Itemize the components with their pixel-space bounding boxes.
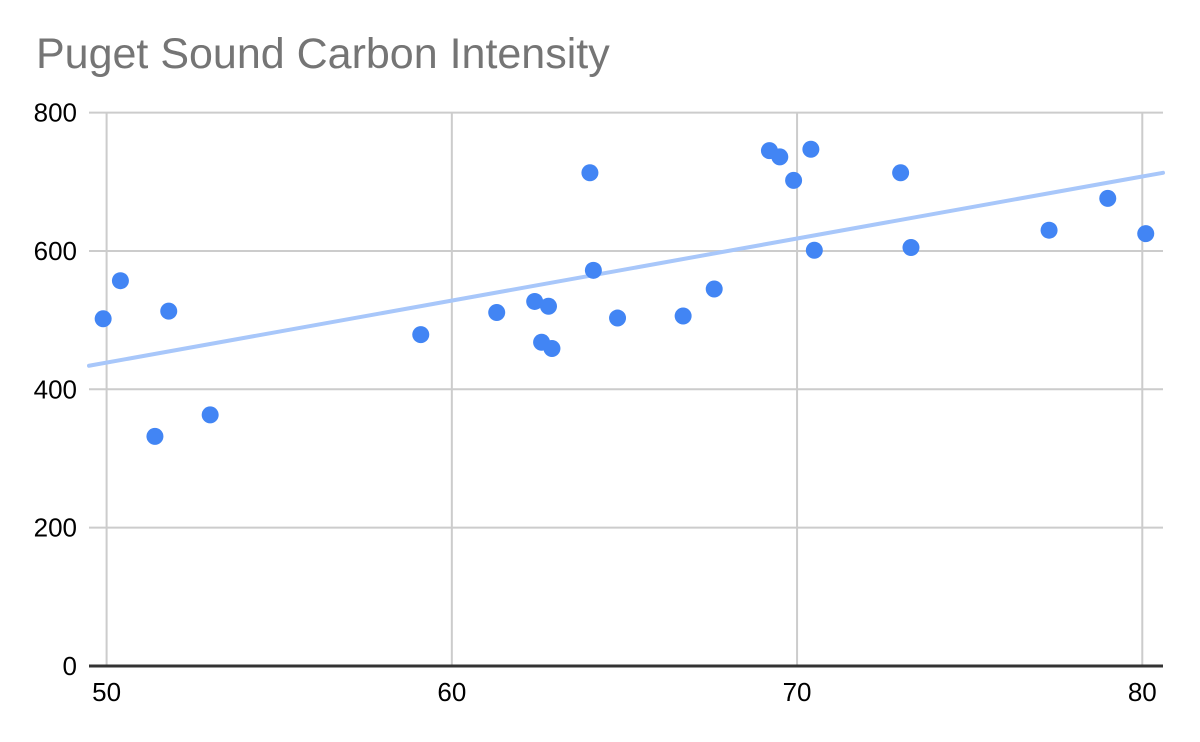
- data-point[interactable]: [802, 140, 820, 158]
- data-point[interactable]: [785, 171, 803, 189]
- data-point[interactable]: [160, 302, 178, 320]
- data-point[interactable]: [526, 292, 544, 310]
- y-tick-label: 200: [34, 513, 77, 543]
- data-point[interactable]: [705, 280, 723, 298]
- x-tick-label: 80: [1128, 677, 1157, 707]
- data-point[interactable]: [543, 339, 561, 357]
- y-tick-label: 400: [34, 374, 77, 404]
- data-point[interactable]: [902, 238, 920, 256]
- data-point[interactable]: [146, 427, 164, 445]
- data-point[interactable]: [892, 164, 910, 182]
- x-tick-label: 60: [437, 677, 466, 707]
- trendline: [87, 170, 1165, 368]
- x-tick-label: 70: [783, 677, 812, 707]
- data-point[interactable]: [1040, 221, 1058, 239]
- data-point[interactable]: [674, 307, 692, 325]
- x-tick-label: 50: [92, 677, 121, 707]
- data-point[interactable]: [771, 148, 789, 166]
- data-point[interactable]: [488, 304, 506, 322]
- chart-title: Puget Sound Carbon Intensity: [36, 30, 610, 78]
- y-tick-label: 600: [34, 236, 77, 266]
- data-point[interactable]: [609, 309, 627, 327]
- data-point[interactable]: [1099, 189, 1117, 207]
- data-point[interactable]: [539, 297, 557, 315]
- data-point[interactable]: [584, 261, 602, 279]
- data-point[interactable]: [1137, 225, 1155, 243]
- data-point[interactable]: [111, 272, 129, 290]
- data-point[interactable]: [94, 310, 112, 328]
- y-tick-label: 0: [63, 651, 77, 681]
- data-point[interactable]: [581, 164, 599, 182]
- data-point[interactable]: [805, 241, 823, 259]
- y-tick-label: 800: [34, 98, 77, 128]
- data-point[interactable]: [412, 326, 430, 344]
- data-point[interactable]: [201, 406, 219, 424]
